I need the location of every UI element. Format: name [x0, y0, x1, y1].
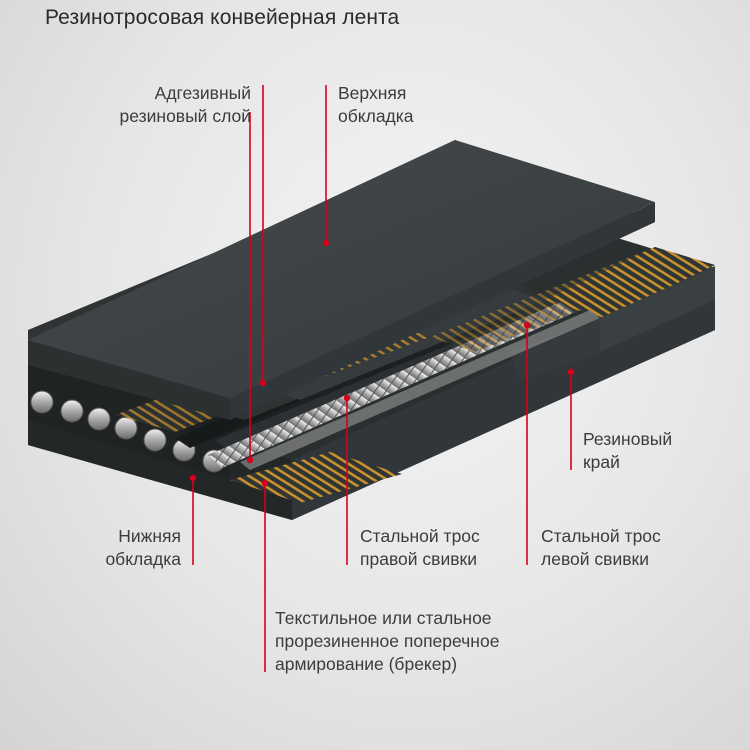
pointer-dot-breaker	[261, 479, 269, 487]
pointer-dot-adhesive-layer-2	[246, 456, 254, 464]
top-cover-layer	[28, 140, 655, 420]
pointer-dot-adhesive-layer	[259, 379, 267, 387]
label-breaker: Текстильное или стальное прорезиненное п…	[275, 608, 500, 674]
pointer-dot-bottom-cover	[189, 474, 197, 482]
pointer-lines	[189, 85, 575, 672]
pointer-dot-right-lay-cord	[343, 394, 351, 402]
label-top-cover: Верхняя обкладка	[338, 83, 414, 126]
label-left-lay-cord: Стальной трос левой свивки	[541, 526, 661, 569]
label-adhesive-layer: Адгезивный резиновый слой	[119, 83, 251, 126]
pointer-dot-top-cover	[322, 239, 330, 247]
cord-cross-sections	[30, 390, 226, 473]
pointer-dot-rubber-edge	[567, 368, 575, 376]
label-bottom-cover: Нижняя обкладка	[105, 526, 181, 569]
page-title: Резинотросовая конвейерная лента	[45, 6, 400, 29]
label-right-lay-cord: Стальной трос правой свивки	[360, 526, 480, 569]
pointer-dot-left-lay-cord	[523, 321, 531, 329]
rubber-edge	[510, 266, 715, 380]
label-rubber-edge: Резиновый край	[583, 429, 673, 472]
